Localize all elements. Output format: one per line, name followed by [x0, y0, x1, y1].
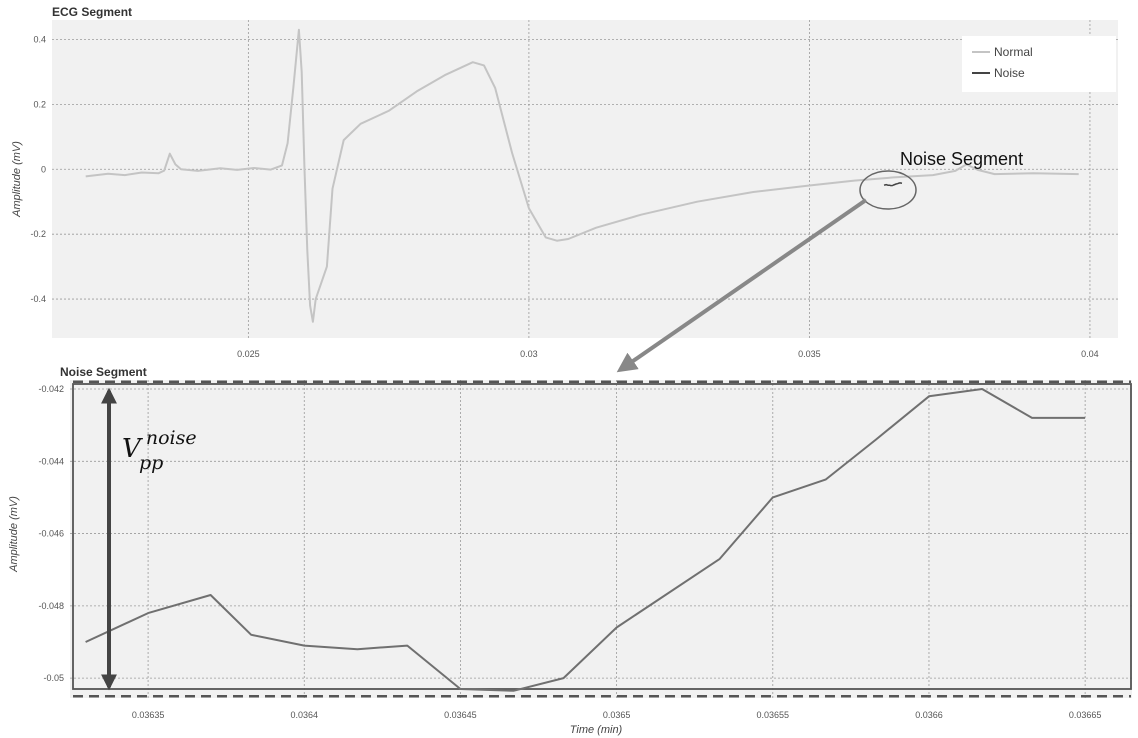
noise-plot-area: [70, 380, 1132, 698]
noise-y-tick-label: -0.048: [38, 601, 64, 611]
noise-panel: Noise Segment -0.042-0.044-0.046-0.048-0…: [8, 365, 1132, 736]
zoom-connector-arrow: [616, 198, 868, 373]
ecg-panel: ECG Segment 0.40.20-0.2-0.4 0.025 0.03 0.0…: [11, 5, 1118, 359]
ecg-y-ticks: 0.4 0.2 0 -0.2 -0.4: [30, 34, 46, 304]
noise-frame-box: [72, 383, 1132, 690]
ecg-x-tick-label: 0.03: [520, 349, 538, 359]
ecg-x-tick-label: 0.035: [798, 349, 821, 359]
noise-segment-highlight-ellipse: [859, 170, 917, 210]
noise-x-ticks: 0.03635 0.0364 0.03645 0.0365 0.03655 0.0366 0…: [132, 710, 1102, 720]
legend-box: [962, 36, 1116, 92]
ecg-y-tick-label: 0: [41, 164, 46, 174]
noise-y-tick-label: -0.044: [38, 456, 64, 466]
legend: Normal Noise: [962, 36, 1116, 92]
noise-panel-title: Noise Segment: [60, 365, 147, 379]
noise-x-axis-label: Time (min): [570, 724, 623, 736]
vpp-noise-label: V noise pp: [122, 427, 202, 474]
noise-x-tick-label: 0.0366: [915, 710, 943, 720]
noise-x-tick-label: 0.0364: [290, 710, 318, 720]
ecg-y-axis-label: Amplitude (mV): [11, 141, 23, 218]
ecg-plot-area: [52, 20, 1118, 338]
vpp-base: V: [122, 434, 143, 464]
noise-y-tick-label: -0.042: [38, 384, 64, 394]
ecg-x-tick-label: 0.04: [1081, 349, 1099, 359]
vpp-subscript: pp: [139, 452, 163, 474]
noise-y-tick-label: -0.046: [38, 529, 64, 539]
series-line-normal: [85, 28, 1079, 323]
vpp-superscript: noise: [146, 427, 197, 449]
legend-label-noise: Noise: [994, 66, 1025, 80]
series-line-noise: [883, 182, 903, 187]
noise-x-tick-label: 0.03635: [132, 710, 165, 720]
noise-series-line: [85, 388, 1086, 692]
ecg-x-tick-label: 0.025: [237, 349, 260, 359]
ecg-panel-title: ECG Segment: [52, 5, 132, 19]
ecg-x-ticks: 0.025 0.03 0.035 0.04: [237, 349, 1099, 359]
noise-x-tick-label: 0.03655: [757, 710, 790, 720]
noise-x-tick-label: 0.03665: [1069, 710, 1102, 720]
legend-label-normal: Normal: [994, 45, 1033, 59]
noise-x-tick-label: 0.03645: [444, 710, 477, 720]
noise-y-axis-label: Amplitude (mV): [8, 496, 20, 573]
noise-x-tick-label: 0.0365: [603, 710, 631, 720]
ecg-y-tick-label: 0.2: [33, 99, 46, 109]
noise-y-ticks: -0.042 -0.044 -0.046 -0.048 -0.05: [38, 384, 64, 683]
ecg-y-tick-label: -0.4: [30, 294, 46, 304]
ecg-y-tick-label: 0.4: [33, 34, 46, 44]
noise-segment-annotation: Noise Segment: [900, 149, 1023, 169]
ecg-y-tick-label: -0.2: [30, 229, 46, 239]
noise-y-tick-label: -0.05: [43, 673, 64, 683]
